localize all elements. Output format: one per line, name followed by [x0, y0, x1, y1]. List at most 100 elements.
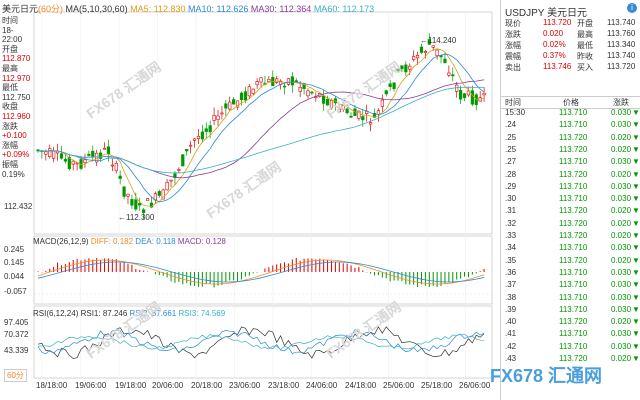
- macd-tick: 0.145: [4, 258, 25, 267]
- candle-body: [372, 112, 377, 118]
- down-arrow-icon: ▼: [632, 304, 640, 314]
- tick-time: .33: [505, 231, 517, 240]
- tick-row[interactable]: .35 113.720 0.020 ▼: [501, 256, 640, 267]
- ticks-header-price: 价格: [563, 98, 579, 107]
- candle-body: [192, 138, 197, 141]
- tick-time: .25: [505, 144, 517, 154]
- info-label: 开盘: [2, 44, 18, 54]
- candle-body: [138, 203, 142, 206]
- tick-row[interactable]: .33 113.720 0.020 ▼: [501, 231, 640, 242]
- macd-tick: 0.044: [4, 272, 25, 281]
- tick-row[interactable]: 15:30 113.710 0.030 ▼: [501, 108, 640, 119]
- kline-chart-area[interactable]: ←114.240 ←112.300 美元日元(60分) MA(5,10,30,60…: [0, 0, 500, 400]
- candle-body: [145, 198, 150, 201]
- candle-body: [157, 191, 161, 196]
- tick-price: 113.720: [559, 231, 588, 240]
- period-selector[interactable]: 60分: [4, 369, 27, 382]
- tick-price: 113.720: [559, 169, 588, 179]
- quote-label: 涨跌: [505, 30, 521, 39]
- tick-row[interactable]: .30 113.710 0.030 ▼: [501, 194, 640, 205]
- down-arrow-icon: ▼: [632, 181, 640, 191]
- candle-body: [118, 175, 122, 179]
- tick-row[interactable]: .28 113.720 0.020 ▼: [501, 170, 640, 181]
- tick-time: .30: [505, 194, 517, 204]
- x-axis-label: 23/18:00: [268, 381, 300, 390]
- tick-row[interactable]: .34 113.710 0.030 ▼: [501, 243, 640, 254]
- quote-value: 0.37%: [543, 51, 566, 60]
- tick-time: .38: [505, 292, 517, 302]
- tick-row[interactable]: .25 113.720 0.020 ▼: [501, 133, 640, 144]
- tick-row[interactable]: .24 113.710 0.030 ▼: [501, 120, 640, 131]
- candle-body: [212, 115, 216, 121]
- down-arrow-icon: ▼: [632, 157, 640, 167]
- tick-change: 0.030: [611, 120, 632, 130]
- candle-body: [462, 93, 467, 98]
- tick-row[interactable]: .40 113.720 0.020 ▼: [501, 317, 640, 328]
- candle-body: [36, 149, 40, 152]
- candle-body: [220, 112, 224, 115]
- candle-body: [200, 131, 204, 140]
- candle-body: [466, 90, 471, 96]
- tick-row[interactable]: .41 113.710 0.030 ▼: [501, 329, 640, 340]
- quote-value: 113.760: [607, 29, 636, 38]
- down-arrow-icon: ▼: [632, 341, 640, 351]
- candle-body: [165, 182, 169, 191]
- candle-body: [106, 146, 111, 155]
- tick-price: 113.720: [559, 132, 588, 142]
- tick-row[interactable]: .43 113.720 0.020 ▼: [501, 354, 640, 365]
- macd-tick: 0.245: [4, 245, 25, 254]
- tick-change: 0.020: [611, 206, 632, 216]
- x-axis-label: 25/18:00: [421, 381, 453, 390]
- ma10-line: [37, 53, 485, 203]
- ma5-value: MA5: 112.830: [130, 4, 186, 14]
- fx678-logo: FX678 汇通网: [490, 366, 603, 386]
- macd-header: MACD(26,12,9) DIFF: 0.182 DEA: 0.118 MAC…: [33, 237, 226, 246]
- candle-body: [447, 72, 451, 76]
- info-icon[interactable]: i: [627, 3, 637, 13]
- quote-panel: USDJPY 美元日元 i 现价 113.720 开盘 113.740 涨跌 0.020 最…: [500, 0, 640, 400]
- tick-price: 113.720: [559, 144, 588, 154]
- tick-price: 113.720: [559, 218, 588, 228]
- quote-value: 0.02%: [543, 40, 566, 49]
- candle-body: [185, 149, 189, 152]
- candle-body: [83, 159, 87, 163]
- x-axis-label: 24/06:00: [306, 381, 338, 390]
- tick-row[interactable]: .25 113.720 0.020 ▼: [501, 145, 640, 156]
- candle-body: [134, 199, 138, 210]
- tick-row[interactable]: .38 113.710 0.030 ▼: [501, 293, 640, 304]
- tick-row[interactable]: .31 113.720 0.020 ▼: [501, 206, 640, 217]
- candle-body: [196, 135, 201, 139]
- candle-body: [419, 46, 424, 53]
- candle-body: [67, 157, 71, 170]
- tick-row[interactable]: .42 113.710 0.030 ▼: [501, 342, 640, 353]
- tick-change: 0.030: [611, 108, 632, 117]
- candle-body: [361, 116, 365, 121]
- candle-body: [349, 115, 353, 118]
- candle-body: [427, 39, 431, 45]
- tick-change: 0.020: [611, 218, 632, 228]
- quote-value: 113.720: [543, 18, 572, 27]
- tick-row[interactable]: .37 113.710 0.030 ▼: [501, 280, 640, 291]
- candle-body: [142, 209, 146, 213]
- x-axis-label: 26/06:00: [459, 381, 491, 390]
- tick-row[interactable]: .32 113.720 0.020 ▼: [501, 219, 640, 230]
- candle-body: [322, 95, 326, 104]
- chart-canvas[interactable]: ←114.240 ←112.300: [0, 0, 500, 400]
- quote-symbol: USDJPY: [505, 8, 545, 19]
- candle-body: [177, 169, 181, 171]
- x-axis-label: 23/06:00: [229, 381, 261, 390]
- tick-row[interactable]: .36 113.710 0.030 ▼: [501, 268, 640, 279]
- tick-row[interactable]: .27 113.710 0.030 ▼: [501, 157, 640, 168]
- tick-price: 113.710: [559, 341, 588, 351]
- down-arrow-icon: ▼: [632, 329, 640, 339]
- candle-body: [95, 152, 99, 163]
- quote-row: 涨幅 0.02% 最低 113.340: [501, 40, 640, 51]
- tick-time: .24: [505, 120, 517, 130]
- candle-body: [400, 65, 404, 70]
- down-arrow-icon: ▼: [632, 108, 640, 117]
- down-arrow-icon: ▼: [632, 292, 640, 302]
- tick-row[interactable]: .29 113.710 0.030 ▼: [501, 182, 640, 193]
- tick-row[interactable]: .39 113.710 0.030 ▼: [501, 305, 640, 316]
- low-annotation: ←112.300: [118, 213, 155, 222]
- quote-name: 美元日元: [547, 8, 588, 19]
